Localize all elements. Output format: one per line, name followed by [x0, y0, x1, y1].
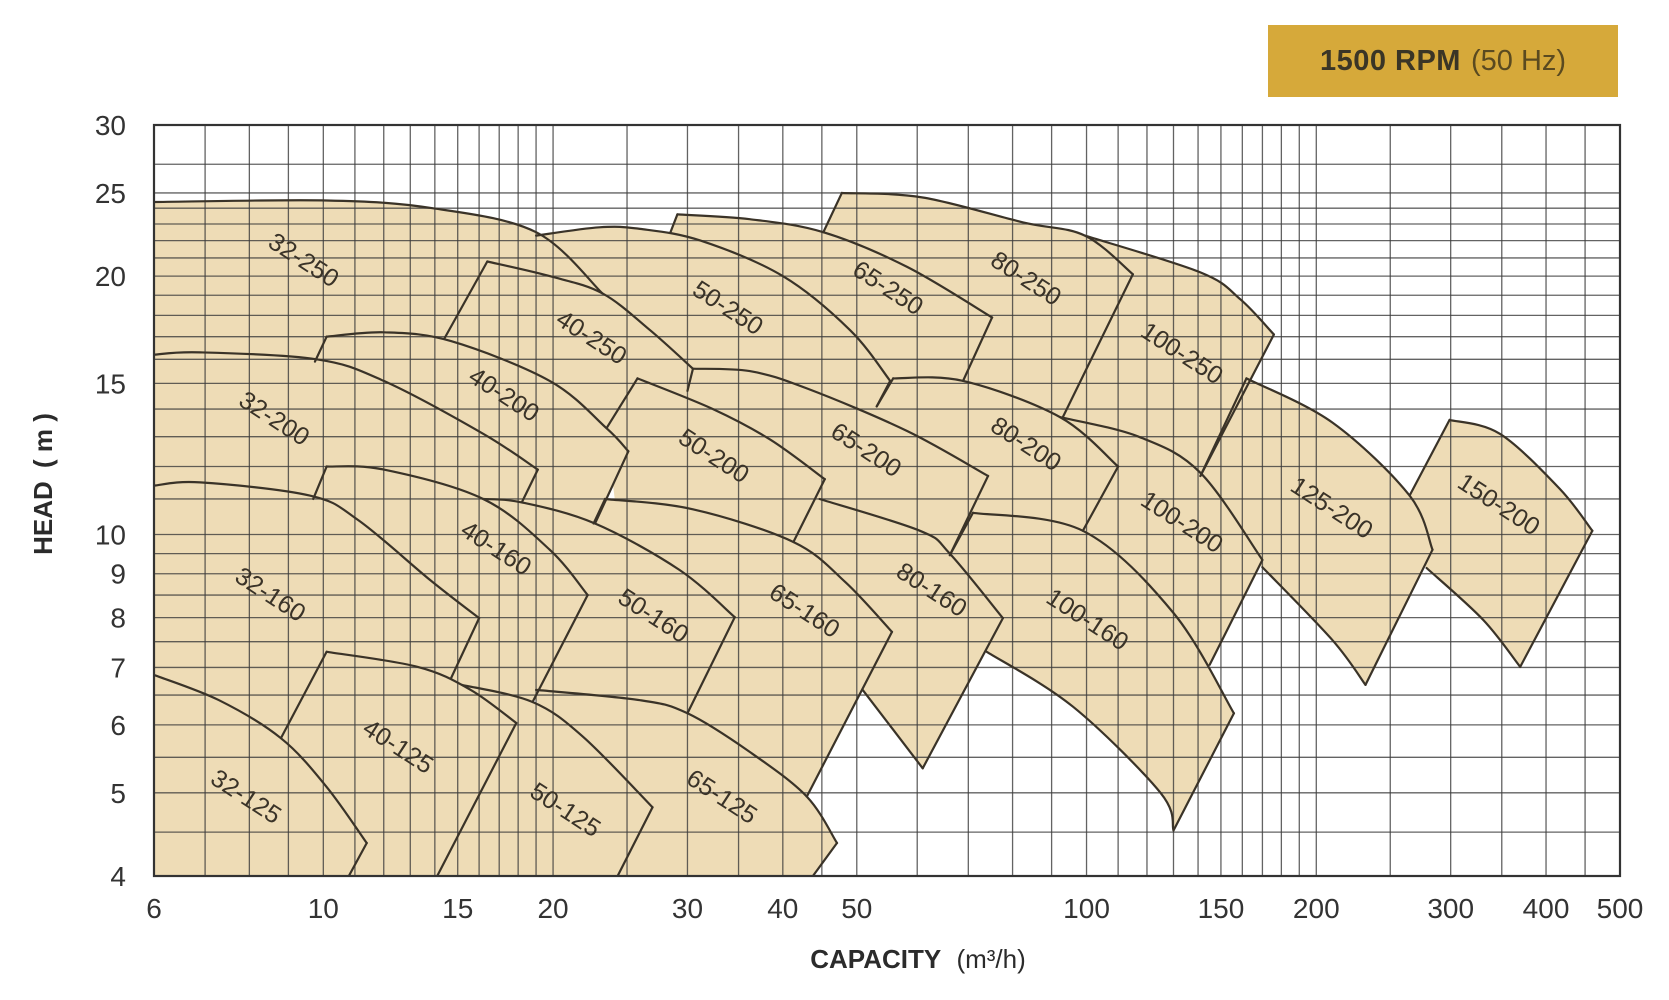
right-edge-40-250 [686, 367, 695, 392]
head-curve-max-65-160 [604, 497, 894, 633]
right-edge-32-200 [520, 468, 539, 504]
x-tick-label: 30 [672, 893, 703, 924]
y-tick-label: 6 [110, 710, 126, 741]
right-edge-65-160 [805, 630, 894, 798]
head-curve-max-40-250 [486, 260, 694, 370]
left-edge-40-200 [313, 335, 328, 363]
right-edge-32-125 [347, 841, 368, 876]
x-tick-label: 15 [442, 893, 473, 924]
right-edge-150-200 [1519, 529, 1594, 668]
y-tick-label: 5 [110, 778, 126, 809]
right-edge-100-200 [1208, 558, 1264, 666]
left-edge-40-125 [279, 650, 328, 740]
left-edge-65-250 [669, 213, 679, 234]
y-tick-labels: 4 5 6 7 8 9 10 15 20 25 30 [95, 110, 126, 892]
right-edge-80-250 [1061, 273, 1134, 419]
head-curve-max-80-250 [840, 191, 1134, 276]
x-axis-title-unit: (m³/h) [956, 944, 1025, 974]
head-curve-min-150-200 [1425, 566, 1522, 668]
left-edge-40-250 [443, 260, 489, 340]
right-edge-32-160 [449, 617, 481, 680]
head-curve-max-80-160 [818, 497, 1004, 620]
head-curve-max-40-125 [325, 650, 518, 725]
right-edge-40-200 [593, 450, 630, 525]
badge-speed: 1500 RPM [1319, 44, 1461, 77]
x-tick-label: 100 [1063, 893, 1110, 924]
head-curve-max-50-125 [461, 683, 654, 809]
right-edge-80-200 [1081, 465, 1120, 532]
right-edge-65-250 [961, 316, 994, 382]
x-tick-label: 500 [1597, 893, 1644, 924]
right-edge-125-200 [1364, 548, 1434, 686]
y-axis-title-unit: ( m ) [28, 413, 58, 468]
x-axis-title: CAPACITY (m³/h) [810, 944, 1026, 974]
head-curve-max-65-200 [691, 367, 990, 478]
y-tick-label: 15 [95, 368, 126, 399]
head-curve-max-32-160 [154, 480, 481, 620]
right-edge-50-200 [792, 478, 826, 544]
head-curve-max-50-160 [482, 497, 736, 619]
grid-lines [154, 125, 1620, 876]
plot-border [152, 123, 1622, 878]
y-tick-label: 20 [95, 261, 126, 292]
head-curve-min-125-200 [1261, 566, 1367, 686]
y-axis-title-main: HEAD [28, 481, 58, 555]
head-curve-max-150-200 [1448, 418, 1594, 532]
head-curve-max-100-160 [971, 511, 1235, 715]
head-curve-max-100-250 [1083, 234, 1275, 336]
right-edge-80-160 [921, 617, 1004, 770]
right-edge-100-160 [1172, 712, 1236, 832]
y-axis-title: HEAD ( m ) [28, 413, 58, 555]
head-curve-max-125-200 [1245, 377, 1434, 551]
left-edge-50-200 [605, 377, 639, 430]
head-curve-max-50-250 [535, 225, 892, 382]
x-tick-labels: 6 10 15 20 30 40 50 100 150 200 300 400 500 [146, 893, 1643, 924]
y-tick-label: 30 [95, 110, 126, 141]
left-edge-80-250 [822, 191, 843, 234]
head-curve-min-80-160 [861, 688, 924, 770]
left-edge-150-200 [1408, 418, 1451, 497]
x-tick-label: 10 [308, 893, 339, 924]
badge-frequency: (50 Hz) [1470, 44, 1567, 77]
y-tick-label: 10 [95, 519, 126, 550]
head-curve-min-100-160 [985, 650, 1175, 832]
x-tick-label: 200 [1293, 893, 1340, 924]
left-edge-65-160 [592, 497, 607, 525]
x-tick-label: 50 [841, 893, 872, 924]
y-tick-label: 25 [95, 178, 126, 209]
x-tick-label: 20 [537, 893, 568, 924]
head-curve-max-65-125 [535, 688, 839, 845]
head-curve-max-32-250 [154, 199, 604, 295]
x-tick-label: 400 [1523, 893, 1570, 924]
head-curve-max-50-200 [636, 377, 826, 481]
pump-area-outlines [154, 191, 1594, 876]
left-edge-100-160 [948, 511, 975, 557]
y-tick-label: 8 [110, 603, 126, 634]
x-tick-label: 300 [1427, 893, 1474, 924]
left-edge-125-200 [1199, 377, 1248, 478]
right-edge-65-125 [811, 841, 839, 876]
right-edge-40-125 [436, 721, 518, 876]
x-tick-label: 40 [767, 893, 798, 924]
y-tick-label: 9 [110, 559, 126, 590]
head-curve-max-32-200 [154, 351, 539, 471]
right-edge-50-160 [686, 616, 736, 715]
x-tick-label: 150 [1198, 893, 1245, 924]
speed-badge: 1500 RPM (50 Hz) [1268, 25, 1618, 97]
y-tick-label: 7 [110, 652, 126, 683]
x-tick-label: 6 [146, 893, 162, 924]
right-edge-50-125 [616, 806, 654, 876]
head-curve-max-80-200 [892, 376, 1120, 468]
head-curve-max-100-200 [1058, 416, 1264, 561]
x-axis-title-main: CAPACITY [810, 944, 941, 974]
left-edge-80-200 [875, 377, 895, 408]
left-edge-40-160 [312, 465, 328, 501]
y-tick-label: 4 [110, 861, 126, 892]
right-edge-40-160 [531, 593, 589, 704]
